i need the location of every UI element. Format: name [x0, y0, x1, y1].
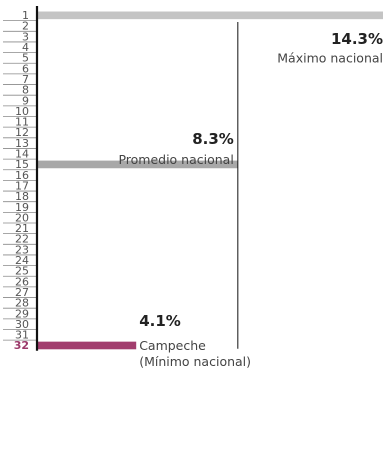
rank-label-32: 32 — [14, 339, 29, 352]
average-value-label: 8.3% — [192, 130, 234, 148]
max-description-label: Máximo nacional — [277, 50, 383, 65]
bar-rank-1 — [37, 12, 383, 20]
average-description-label: Promedio nacional — [118, 152, 233, 167]
bar-rank-32 — [37, 342, 136, 350]
max-value-label: 14.3% — [331, 30, 383, 48]
rank-rows: 1234567891011121314151617181920212223242… — [3, 9, 37, 352]
min-description-label: (Mínimo nacional) — [139, 354, 251, 369]
min-value-label: 4.1% — [139, 312, 181, 330]
min-state-label: Campeche — [139, 338, 206, 353]
